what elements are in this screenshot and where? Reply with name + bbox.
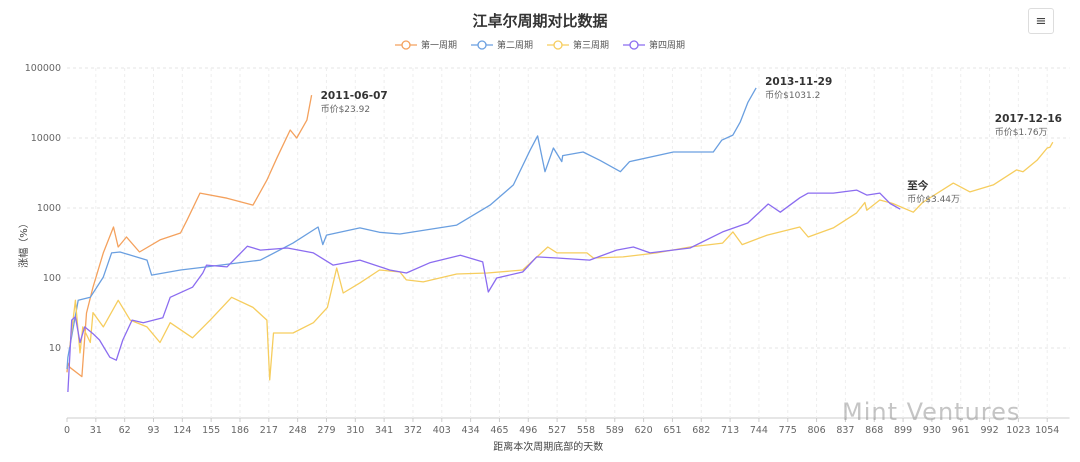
series-2: 2013-11-29 币价$1031.2 [66,76,832,370]
chart-title: 江卓尔周期对比数据 [472,12,608,30]
series-line-3 [69,141,1054,381]
legend-line-circle-icon [547,39,569,50]
series-line-1 [66,94,313,378]
y-axis-title: 涨幅（%） [17,218,30,268]
x-tick-label: 217 [260,425,278,436]
series-line-4 [67,189,901,393]
x-tick-label: 961 [952,425,970,436]
legend-label: 第二周期 [496,41,533,51]
x-tick-label: 775 [779,425,797,436]
x-tick-label: 930 [923,425,941,436]
x-tick-label: 1023 [1006,425,1030,436]
legend-item-3[interactable]: 第三周期 [547,38,609,51]
x-tick-label: 93 [147,425,159,436]
menu-button[interactable]: ≡ [1028,8,1054,34]
x-axis-title: 距离本次周期底部的天数 [493,440,603,453]
x-tick-label: 620 [635,425,653,436]
x-tick-label: 465 [490,425,508,436]
x-tick-label: 1054 [1035,425,1059,436]
x-tick-label: 496 [519,425,537,436]
y-tick-label: 100000 [25,63,61,74]
annotation-date: 2017-12-16 [995,113,1062,125]
annotation-date: 2013-11-29 [765,76,832,88]
legend-item-4[interactable]: 第四周期 [623,38,685,51]
x-tick-label: 899 [894,425,912,436]
y-tick-label: 10 [49,343,61,354]
legend-item-1[interactable]: 第一周期 [394,38,457,51]
x-tick-label: 682 [692,425,710,436]
x-tick-label: 992 [980,425,998,436]
x-tick-label: 31 [90,425,102,436]
x-tick-label: 558 [577,425,595,436]
annotation-date: 至今 [907,179,928,192]
legend-item-2[interactable]: 第二周期 [470,38,533,51]
x-tick-label: 372 [404,425,422,436]
y-tick-label: 100 [43,273,61,284]
x-tick-label: 310 [346,425,364,436]
hamburger-menu-icon: ≡ [1035,13,1047,29]
watermark: Mint Ventures [842,398,1021,426]
legend-label: 第四周期 [649,41,686,51]
x-tick-label: 837 [836,425,854,436]
x-tick-label: 744 [750,425,768,436]
legend: 第一周期 第二周期 第三周期 第四周期 [0,38,1080,51]
y-tick-label: 10000 [31,133,61,144]
x-tick-label: 186 [231,425,249,436]
legend-line-circle-icon [394,39,417,50]
x-tick-label: 155 [202,425,220,436]
x-tick-label: 403 [433,425,451,436]
annotation-price: 币价$1.76万 [995,127,1048,138]
x-tick-label: 0 [64,425,70,436]
legend-line-circle-icon [623,39,646,50]
x-tick-label: 62 [119,425,131,436]
series-line-2 [66,87,757,370]
x-tick-label: 589 [606,425,624,436]
x-tick-label: 868 [865,425,883,436]
x-tick-label: 527 [548,425,566,436]
legend-line-circle-icon [470,39,493,50]
series-3: 2017-12-16 币价$1.76万 [69,113,1062,381]
x-tick-label: 341 [375,425,393,436]
annotation-price: 币价$23.92 [321,104,371,115]
x-tick-label: 434 [462,425,480,436]
x-tick-label: 713 [721,425,739,436]
series-1: 2011-06-07 币价$23.92 [66,90,388,378]
x-tick-label: 806 [808,425,826,436]
annotation-price: 币价$1031.2 [765,90,820,101]
legend-label: 第一周期 [420,41,457,51]
x-tick-label: 279 [317,425,335,436]
x-tick-label: 651 [663,425,681,436]
x-tick-label: 124 [173,425,191,436]
annotation-date: 2011-06-07 [321,90,388,102]
x-tick-label: 248 [289,425,307,436]
annotation-price: 币价$3.44万 [907,194,960,205]
y-tick-label: 1000 [37,203,61,214]
legend-label: 第三周期 [573,41,610,51]
